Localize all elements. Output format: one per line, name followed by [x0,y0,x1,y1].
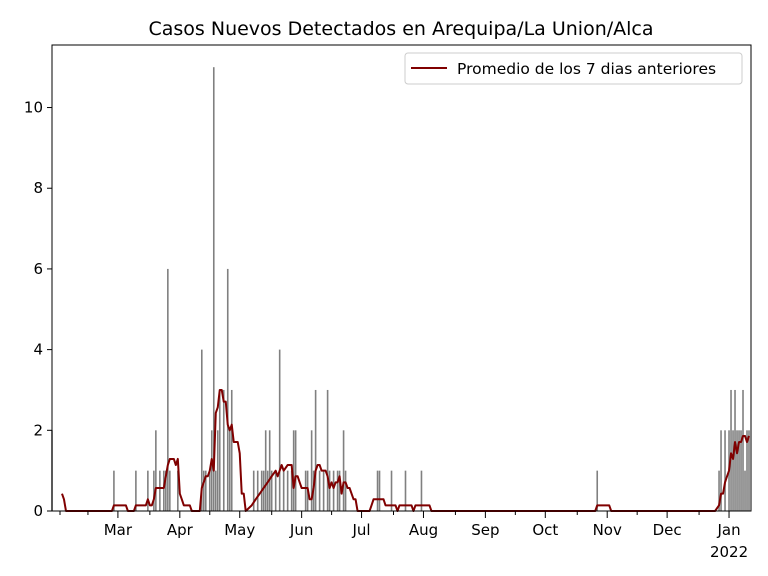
x-tick-label: Nov [593,521,622,539]
bar-31 [268,430,271,511]
y-tick-label: 0 [33,502,43,520]
average-line-group [61,388,750,512]
bar-60 [718,470,720,511]
bar-64 [730,389,732,511]
bar-62 [724,430,726,511]
bar-61 [720,430,722,511]
bar-6 [159,470,161,511]
y-axis: 0 2 4 6 8 10 [24,99,52,520]
bar-14 [204,470,207,511]
bar-29 [264,430,267,511]
bar-49 [332,470,335,511]
bar-55 [378,470,381,511]
x-tick-sublabel: 2022 [710,543,748,561]
bar-36 [286,470,289,511]
bar-34 [278,349,281,511]
x-tick-label: Sep [471,521,499,539]
y-tick-label: 8 [33,179,43,197]
bar-67 [736,430,738,511]
bar-17 [212,67,215,511]
bar-35 [282,470,285,511]
bar-73 [748,430,750,511]
x-axis: Mar Apr May Jun Jul Aug Sep Oct Nov Dec Jan 2022 [59,511,748,561]
bar-23 [228,430,231,511]
bar-46 [322,470,325,511]
bar-69 [740,430,742,511]
bar-44 [314,389,317,511]
bar-48 [328,470,331,511]
bar-2 [135,470,137,511]
bar-47 [326,389,329,511]
bar-26 [256,470,259,511]
bar-71 [744,470,746,511]
x-tick-label: Jul [352,521,371,539]
bar-24 [230,389,233,511]
bar-19 [216,430,219,511]
bar-20 [218,389,221,511]
bar-68 [738,430,740,511]
bar-70 [742,389,744,511]
bar-11 [177,470,179,511]
bar-37 [290,470,293,511]
bar-33 [274,470,277,511]
legend-box [404,52,743,85]
x-tick-label: May [224,521,255,539]
bar-39 [294,430,297,511]
legend-label: Promedio de los 7 dias anteriores [457,60,716,78]
bar-13 [202,470,205,511]
y-tick-label: 4 [33,341,43,359]
bar-32 [270,470,273,511]
bar-8 [165,470,167,511]
y-tick-label: 10 [24,99,43,117]
series-line-7day-average [61,388,750,512]
bar-22 [226,268,229,511]
bar-4 [153,470,155,511]
bar-58 [420,470,423,511]
bar-30 [266,470,269,511]
bar-65 [732,430,734,511]
bar-28 [262,470,265,511]
bar-10 [169,470,171,511]
x-tick-label: Dec [653,521,682,539]
legend: Promedio de los 7 dias anteriores [404,52,743,85]
bar-3 [147,470,149,511]
y-tick-label: 2 [33,421,43,439]
bars [51,67,750,511]
bar-38 [292,430,295,511]
bar-50 [336,470,339,511]
bar-12 [200,349,203,511]
bar-59 [596,470,599,511]
bar-42 [310,430,313,511]
bar-72 [746,430,748,511]
x-tick-label: Oct [532,521,558,539]
bar-16 [210,430,213,511]
bar-21 [222,389,225,511]
chart-title: Casos Nuevos Detectados en Arequipa/La U… [148,18,653,40]
y-tick-label: 6 [33,260,43,278]
bar-5 [155,430,157,511]
bar-9 [167,268,169,511]
bar-1 [113,470,115,511]
bar-25 [252,470,255,511]
x-tick-label: Mar [104,521,133,539]
bar-7 [163,470,165,511]
bar-18 [214,470,217,511]
bar-52 [342,430,345,511]
plot-frame [51,44,752,512]
x-tick-label: Apr [167,521,194,539]
x-tick-label: Aug [409,521,438,539]
bar-40 [304,470,307,511]
bar-56 [390,470,393,511]
x-tick-label: Jun [289,521,313,539]
bar-51 [338,470,341,511]
x-tick-label: Jan [716,521,740,539]
bar-57 [404,470,407,511]
bar-15 [208,470,211,511]
bar-45 [318,470,321,511]
bar-53 [344,470,347,511]
bar-54 [376,470,379,511]
